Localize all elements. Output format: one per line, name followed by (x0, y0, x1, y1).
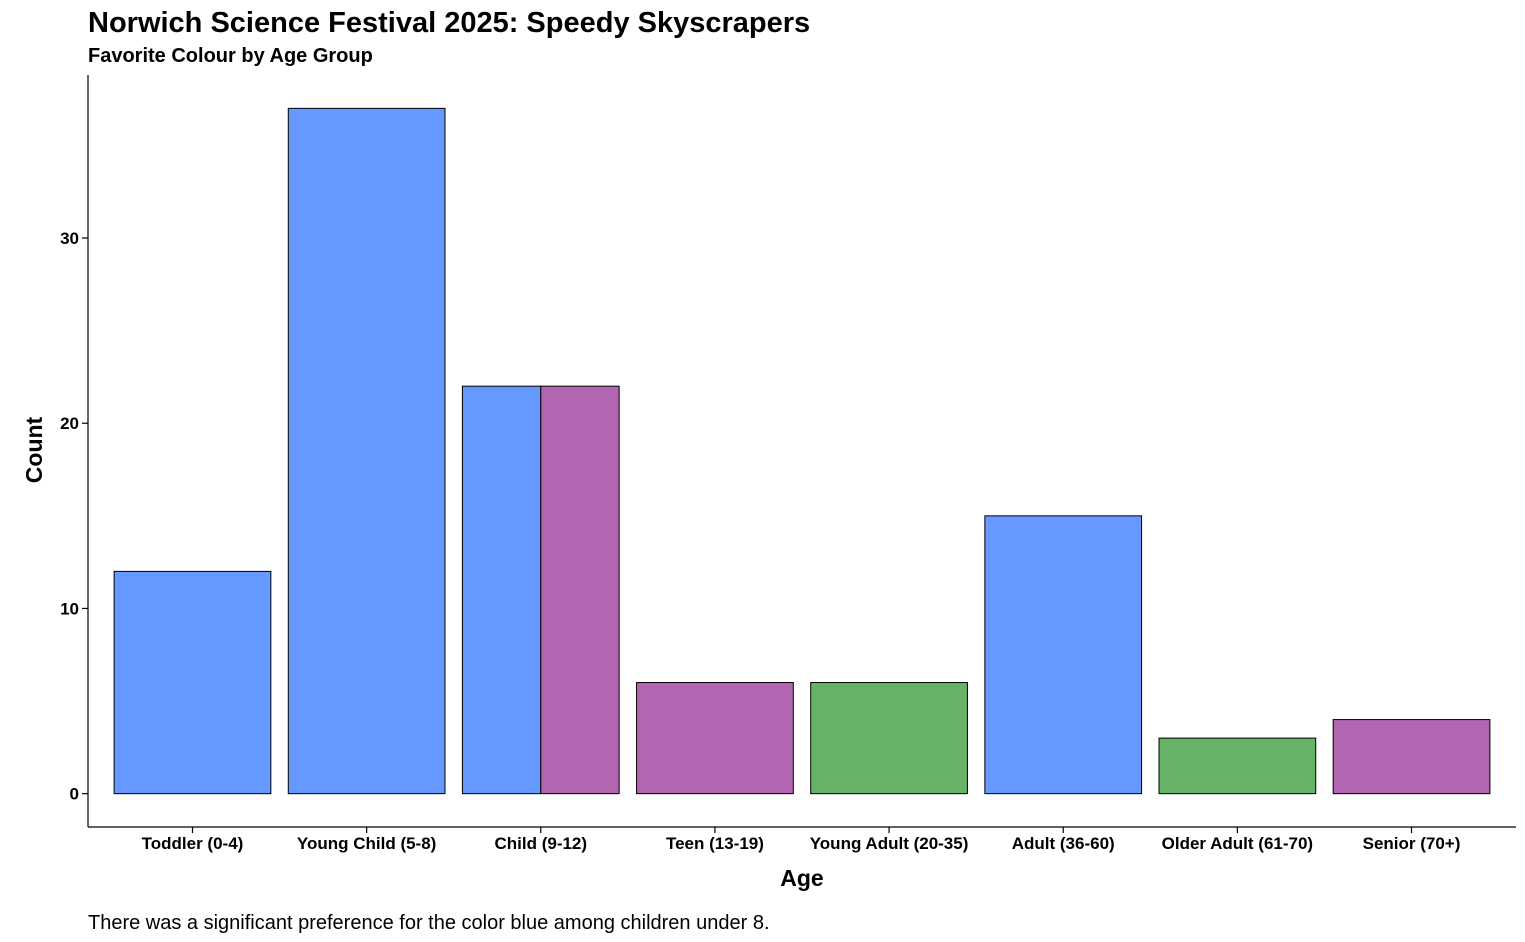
chart-title: Norwich Science Festival 2025: Speedy Sk… (88, 7, 810, 39)
y-axis-title: Count (21, 416, 47, 483)
chart-subtitle: Favorite Colour by Age Group (88, 45, 373, 67)
x-tick-label-3: Child (9-12) (494, 834, 587, 853)
chart-caption: There was a significant preference for t… (88, 912, 770, 934)
y-axis-ticks: 0 10 20 30 (60, 229, 88, 804)
bar-3-series-2 (540, 385, 620, 795)
x-tick-label-4: Teen (13-19) (666, 834, 764, 853)
y-tick-label-30: 30 (60, 229, 79, 248)
bar-8-series-2 (1332, 719, 1491, 795)
bar-5-series-3 (810, 682, 968, 795)
bar-2-series-1 (287, 107, 446, 795)
x-tick-label-1: Toddler (0-4) (142, 834, 244, 853)
bar-7-series-3 (1158, 737, 1317, 795)
x-axis-ticks: Toddler (0-4) Young Child (5-8) Child (9-1… (142, 827, 1461, 853)
x-tick-label-5: Young Adult (20-35) (810, 834, 969, 853)
x-tick-label-8: Senior (70+) (1363, 834, 1461, 853)
y-tick-label-0: 0 (70, 785, 79, 804)
y-tick-label-10: 10 (60, 599, 79, 618)
bar-6-series-1 (984, 515, 1143, 795)
x-axis-title: Age (780, 865, 823, 891)
bar-1-series-1 (113, 570, 272, 795)
x-tick-label-2: Young Child (5-8) (297, 834, 436, 853)
x-tick-label-7: Older Adult (61-70) (1162, 834, 1313, 853)
bars-layer (113, 107, 1491, 795)
bar-3-series-1 (461, 385, 542, 795)
y-tick-label-20: 20 (60, 414, 79, 433)
bar-4-series-2 (636, 682, 794, 795)
x-tick-label-6: Adult (36-60) (1012, 834, 1115, 853)
